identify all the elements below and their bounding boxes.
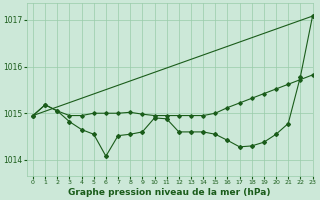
X-axis label: Graphe pression niveau de la mer (hPa): Graphe pression niveau de la mer (hPa) xyxy=(68,188,271,197)
